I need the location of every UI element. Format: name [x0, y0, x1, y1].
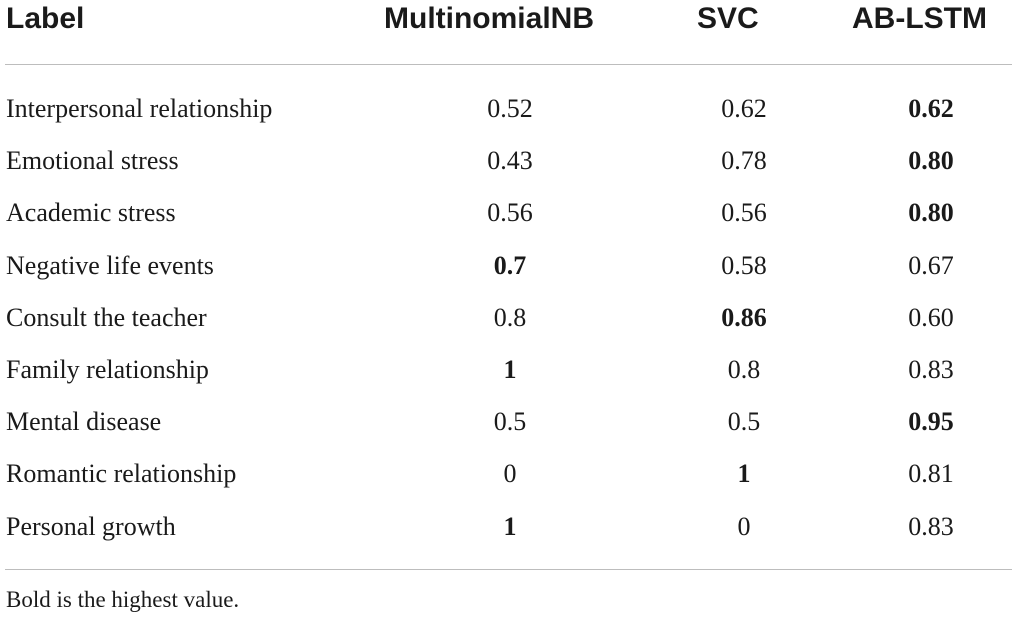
header-multinomialnb: MultinomialNB — [384, 2, 594, 35]
cell-ab-lstm: 0.83 — [908, 355, 954, 384]
cell-ab-lstm: 0.81 — [908, 459, 954, 488]
cell-ab-lstm: 0.67 — [908, 251, 954, 280]
cell-svc: 0.78 — [721, 146, 767, 175]
row-label: Mental disease — [6, 407, 162, 436]
cell-ab-lstm: 0.80 — [908, 146, 954, 175]
cell-svc: 1 — [737, 459, 751, 488]
table-row: Family relationship 1 0.8 0.83 — [0, 350, 1017, 390]
cell-multinomialnb: 1 — [503, 355, 517, 384]
cell-multinomialnb: 0.5 — [493, 407, 527, 436]
table-row: Consult the teacher 0.8 0.86 0.60 — [0, 298, 1017, 338]
header-ab-lstm: AB-LSTM — [852, 2, 987, 35]
cell-svc: 0.86 — [721, 303, 767, 332]
table-header-row: Label MultinomialNB SVC AB-LSTM — [0, 0, 1017, 44]
header-divider — [5, 64, 1012, 65]
row-label: Academic stress — [6, 198, 176, 227]
cell-svc: 0.5 — [727, 407, 761, 436]
header-svc: SVC — [697, 2, 759, 35]
row-label: Family relationship — [6, 355, 209, 384]
cell-ab-lstm: 0.60 — [908, 303, 954, 332]
table-row: Emotional stress 0.43 0.78 0.80 — [0, 141, 1017, 181]
row-label: Consult the teacher — [6, 303, 207, 332]
row-label: Negative life events — [6, 251, 214, 280]
cell-multinomialnb: 0.7 — [493, 251, 527, 280]
cell-ab-lstm: 0.62 — [908, 94, 954, 123]
cell-multinomialnb: 0.43 — [487, 146, 533, 175]
cell-ab-lstm: 0.80 — [908, 198, 954, 227]
footer-divider — [5, 569, 1012, 570]
row-label: Personal growth — [6, 512, 176, 541]
table-row: Interpersonal relationship 0.52 0.62 0.62 — [0, 89, 1017, 129]
cell-multinomialnb: 1 — [503, 512, 517, 541]
cell-svc: 0.56 — [721, 198, 767, 227]
cell-svc: 0.8 — [727, 355, 761, 384]
cell-ab-lstm: 0.83 — [908, 512, 954, 541]
table-footnote: Bold is the highest value. — [6, 587, 240, 612]
cell-ab-lstm: 0.95 — [908, 407, 954, 436]
table-row: Negative life events 0.7 0.58 0.67 — [0, 246, 1017, 286]
cell-multinomialnb: 0.52 — [487, 94, 533, 123]
cell-svc: 0.62 — [721, 94, 767, 123]
header-label: Label — [6, 2, 85, 35]
cell-svc: 0.58 — [721, 251, 767, 280]
row-label: Interpersonal relationship — [6, 94, 273, 123]
row-label: Emotional stress — [6, 146, 179, 175]
row-label: Romantic relationship — [6, 459, 237, 488]
cell-multinomialnb: 0.8 — [493, 303, 527, 332]
table-row: Mental disease 0.5 0.5 0.95 — [0, 402, 1017, 442]
table-row: Academic stress 0.56 0.56 0.80 — [0, 193, 1017, 233]
table-row: Romantic relationship 0 1 0.81 — [0, 454, 1017, 494]
cell-svc: 0 — [737, 512, 751, 541]
table-row: Personal growth 1 0 0.83 — [0, 507, 1017, 547]
cell-multinomialnb: 0.56 — [487, 198, 533, 227]
cell-multinomialnb: 0 — [503, 459, 517, 488]
